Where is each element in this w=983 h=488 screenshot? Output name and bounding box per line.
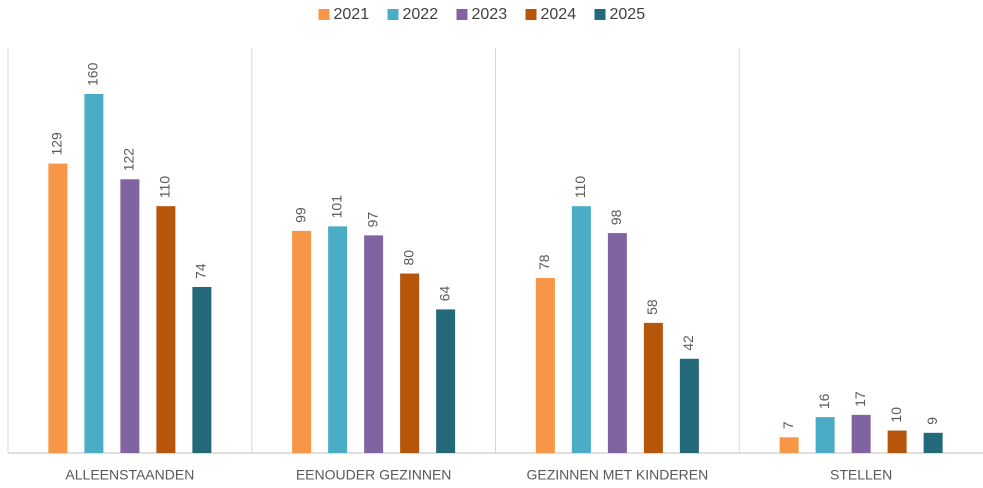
legend-label: 2024	[541, 6, 577, 23]
data-label: 129	[49, 132, 65, 156]
bar	[328, 226, 348, 453]
data-label: 160	[85, 62, 101, 86]
legend-swatch	[594, 9, 606, 20]
legend-label: 2021	[334, 6, 370, 23]
legend-label: 2023	[472, 6, 508, 23]
x-tick-label: ALLEENSTAANDEN	[65, 467, 194, 483]
x-tick-label: GEZINNEN MET KINDEREN	[526, 467, 708, 483]
data-label: 64	[436, 286, 452, 302]
bar	[48, 163, 68, 453]
bar	[364, 235, 384, 453]
bar	[607, 233, 627, 453]
bar	[851, 414, 871, 453]
data-label: 58	[644, 299, 660, 315]
bar	[887, 430, 907, 453]
data-label: 42	[680, 335, 696, 351]
data-label: 97	[364, 212, 380, 228]
data-label: 7	[780, 421, 796, 429]
data-label: 110	[157, 176, 173, 199]
bar	[120, 179, 140, 453]
bar	[156, 206, 176, 453]
data-label: 9	[924, 417, 940, 425]
legend-swatch	[318, 9, 330, 20]
bar	[779, 437, 799, 453]
bar	[679, 358, 699, 453]
bar	[815, 417, 835, 453]
data-label: 122	[121, 148, 137, 172]
data-label: 16	[816, 393, 832, 409]
bar	[643, 322, 663, 453]
data-label: 78	[536, 254, 552, 270]
data-label: 80	[400, 250, 416, 266]
bar	[84, 94, 104, 453]
x-tick-label: STELLEN	[830, 467, 892, 483]
legend-swatch	[525, 9, 537, 20]
legend-label: 2022	[403, 6, 439, 23]
legend-swatch	[387, 9, 399, 20]
data-label: 74	[193, 263, 209, 279]
bar	[571, 206, 591, 453]
data-label: 110	[572, 176, 588, 199]
bar	[192, 286, 212, 453]
data-label: 101	[328, 195, 344, 219]
data-label: 17	[852, 391, 868, 407]
bar	[400, 273, 420, 453]
data-label: 99	[292, 207, 308, 223]
x-tick-label: EENOUDER GEZINNEN	[296, 467, 452, 483]
data-label: 98	[608, 209, 624, 225]
legend-swatch	[456, 9, 468, 20]
bar	[923, 432, 943, 453]
legend-label: 2025	[610, 6, 646, 23]
data-label: 10	[888, 407, 904, 423]
bar	[535, 277, 555, 453]
bar	[292, 230, 312, 453]
bar	[436, 309, 456, 453]
